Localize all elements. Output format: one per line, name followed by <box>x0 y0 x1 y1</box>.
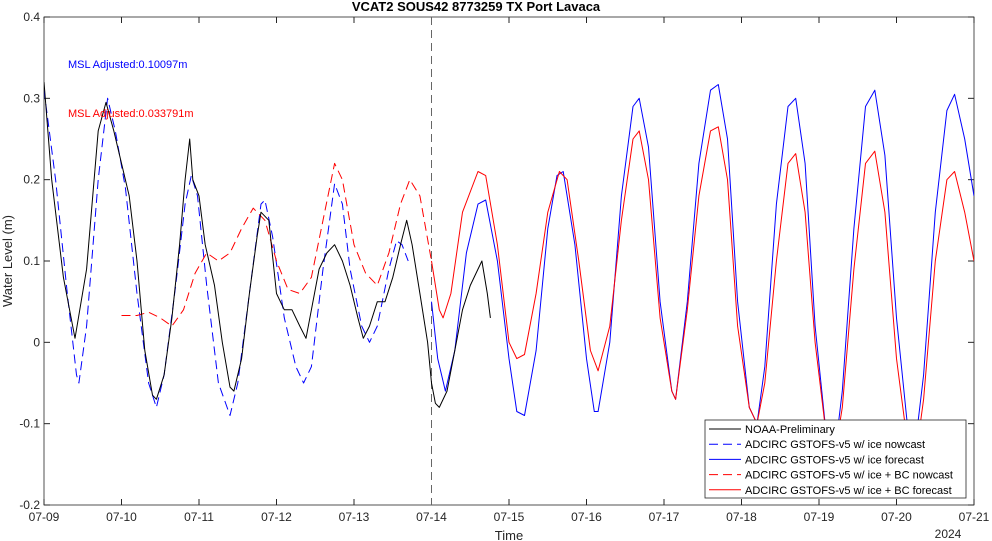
x-tick-label: 07-15 <box>494 510 525 524</box>
series-line-2 <box>431 84 974 457</box>
legend-box <box>704 419 967 499</box>
series-layer <box>44 82 974 457</box>
y-tick-label: -0.2 <box>19 498 40 512</box>
legend-label: ADCIRC GSTOFS-v5 w/ ice + BC nowcast <box>745 470 953 482</box>
msl-annotation-red: MSL Adjusted:0.033791m <box>68 108 194 120</box>
x-axis-label: Time <box>495 528 523 541</box>
x-tick-label: 07-19 <box>804 510 835 524</box>
x-tick-label: 07-09 <box>29 510 60 524</box>
series-line-3 <box>121 162 432 327</box>
x-tick-label: 07-12 <box>261 510 292 524</box>
y-axis-label: Water Level (m) <box>0 215 15 307</box>
x-tick-label: 07-11 <box>184 510 214 524</box>
x-tick-label: 07-20 <box>881 510 912 524</box>
x-tick-label: 07-13 <box>339 510 370 524</box>
series-line-0 <box>44 82 491 408</box>
x-tick-label: 07-14 <box>416 510 447 524</box>
legend: NOAA-Preliminary ADCIRC GSTOFS-v5 w/ ice … <box>704 419 967 499</box>
y-axis: -0.2 -0.1 0 0.1 0.2 0.3 0.4 <box>19 10 974 512</box>
series-line-1 <box>44 90 409 416</box>
x-year-label: 2024 <box>935 527 962 541</box>
series-line-4 <box>431 126 974 457</box>
x-axis: 07-09 07-10 07-11 07-12 07-13 07-14 07-15 07-16… <box>29 17 990 524</box>
y-tick-label: 0.2 <box>23 173 40 187</box>
legend-label: ADCIRC GSTOFS-v5 w/ ice forecast <box>745 454 924 466</box>
y-tick-label: 0.1 <box>23 254 40 268</box>
x-tick-label: 07-16 <box>571 510 602 524</box>
x-tick-label: 07-21 <box>959 510 990 524</box>
x-tick-label: 07-18 <box>726 510 757 524</box>
x-tick-label: 07-17 <box>649 510 680 524</box>
x-tick-label: 07-10 <box>106 510 137 524</box>
y-tick-label: -0.1 <box>19 417 40 431</box>
chart-title: VCAT2 SOUS42 8773259 TX Port Lavaca <box>352 0 601 14</box>
legend-label: ADCIRC GSTOFS-v5 w/ ice + BC forecast <box>745 485 952 497</box>
y-tick-label: 0.4 <box>23 10 40 24</box>
msl-annotation-blue: MSL Adjusted:0.10097m <box>68 59 187 71</box>
y-tick-label: 0.3 <box>23 91 40 105</box>
legend-label: ADCIRC GSTOFS-v5 w/ ice nowcast <box>745 439 925 451</box>
legend-label: NOAA-Preliminary <box>745 424 835 436</box>
y-tick-label: 0 <box>33 335 40 349</box>
